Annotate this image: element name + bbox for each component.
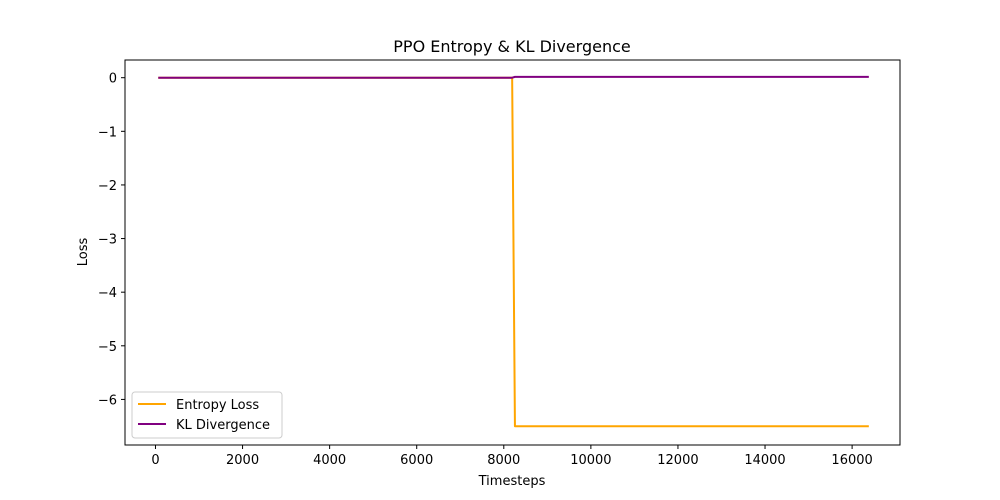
- legend: Entropy Loss KL Divergence: [131, 391, 283, 439]
- x-axis: 0 2000 4000 6000 8000 10000 12000 14000 16000: [151, 445, 873, 468]
- y-axis: 0 −1 −2 −3 −4 −5 −6: [98, 72, 125, 408]
- legend-box: [131, 391, 283, 439]
- x-tick-label: 4000: [313, 453, 346, 468]
- x-tick-label: 12000: [657, 453, 698, 468]
- chart-title: PPO Entropy & KL Divergence: [393, 37, 630, 56]
- legend-label: KL Divergence: [176, 418, 270, 433]
- x-tick-label: 14000: [744, 453, 785, 468]
- y-tick-label: −6: [98, 393, 117, 408]
- y-tick-label: −4: [98, 286, 117, 301]
- y-axis-label: Loss: [76, 238, 91, 267]
- series-line-kl-divergence: [158, 75, 869, 79]
- x-tick-label: 16000: [831, 453, 872, 468]
- y-tick-label: −1: [98, 125, 117, 140]
- y-tick-label: −3: [98, 233, 117, 248]
- legend-label: Entropy Loss: [176, 398, 259, 413]
- x-tick-label: 6000: [400, 453, 433, 468]
- x-tick-label: 8000: [487, 453, 520, 468]
- y-tick-label: −2: [98, 179, 117, 194]
- x-tick-label: 10000: [570, 453, 611, 468]
- x-tick-label: 2000: [226, 453, 259, 468]
- y-tick-label: 0: [109, 72, 117, 87]
- y-tick-label: −5: [98, 340, 117, 355]
- plot-frame: [124, 59, 901, 446]
- x-tick-label: 0: [151, 453, 159, 468]
- plot-lines: [158, 75, 869, 428]
- x-axis-label: Timesteps: [478, 474, 546, 489]
